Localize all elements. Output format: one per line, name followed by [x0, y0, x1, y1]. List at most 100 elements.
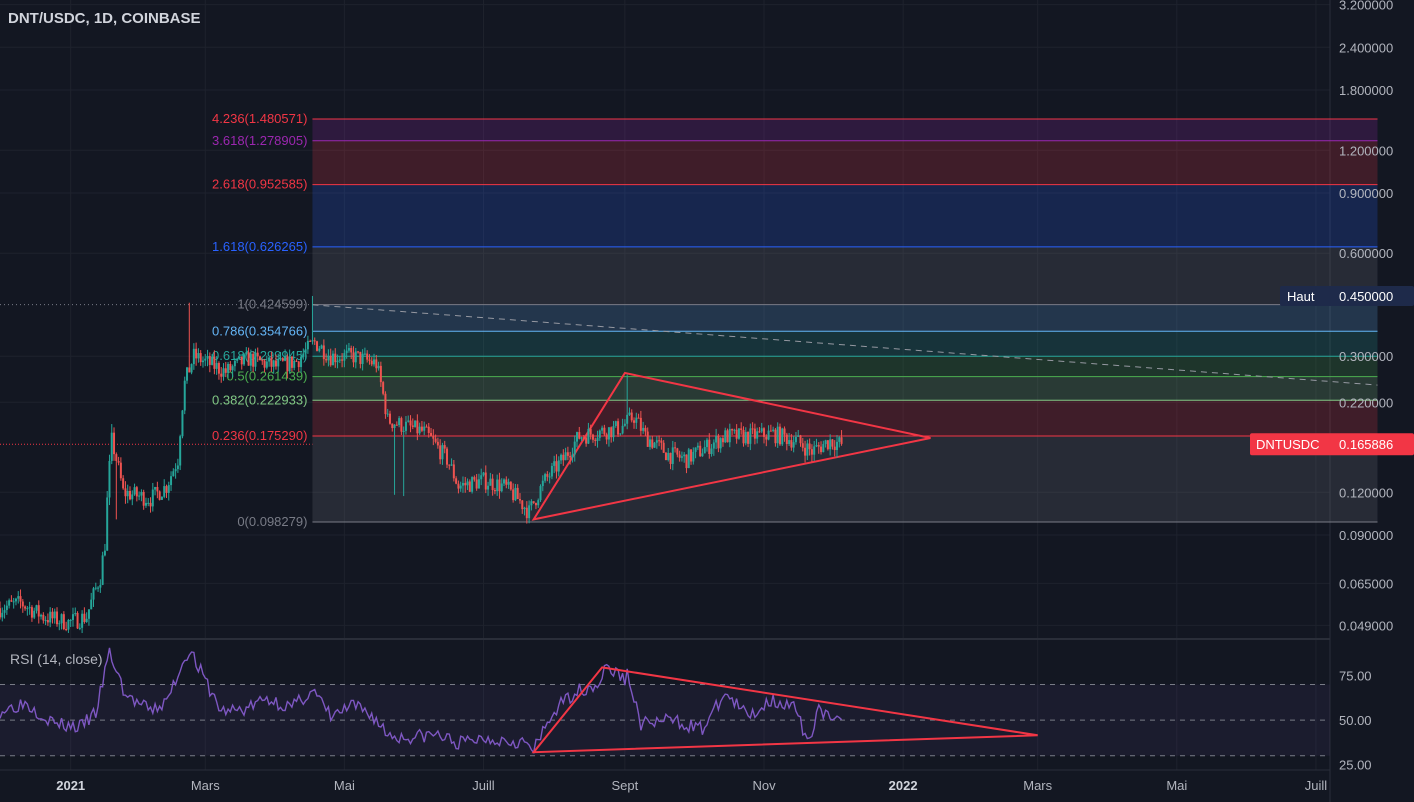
candle-body: [680, 456, 683, 458]
candle-body: [49, 611, 52, 623]
candle-body: [753, 428, 756, 439]
candle-body: [195, 348, 198, 359]
candle-body: [514, 487, 517, 501]
candle-body: [432, 436, 435, 439]
candle-body: [142, 491, 145, 506]
candle-body: [829, 439, 832, 450]
symbol-title[interactable]: DNT/USDC, 1D, COINBASE: [8, 10, 201, 27]
candle-body: [176, 465, 179, 470]
candle-body: [639, 417, 642, 431]
candle-body: [265, 361, 268, 368]
candle-body: [706, 439, 708, 448]
candle-body: [473, 477, 476, 480]
time-tick-label: Mars: [191, 778, 220, 793]
candle-body: [28, 607, 31, 609]
candle-body: [391, 423, 394, 428]
candle-body: [311, 340, 314, 342]
candle-body: [571, 454, 574, 458]
candle-body: [247, 352, 250, 366]
candle-body: [42, 614, 45, 621]
fib-zone: [312, 246, 1378, 305]
candle-body: [204, 358, 207, 361]
candle-body: [692, 451, 695, 462]
candle-body: [471, 477, 474, 492]
candle-body: [598, 430, 601, 438]
candle-body: [190, 364, 193, 373]
candle-body: [341, 359, 344, 361]
price-tick-label: 0.300000: [1339, 349, 1393, 364]
candle-body: [350, 348, 353, 353]
candle-body: [557, 460, 560, 472]
candle-body: [505, 479, 508, 485]
candle-body: [480, 475, 483, 480]
price-tick-label: 1.800000: [1339, 83, 1393, 98]
candle-body: [482, 472, 485, 476]
candle-body: [585, 437, 588, 444]
candle-body: [621, 425, 624, 434]
candle-body: [3, 610, 6, 613]
candle-body: [160, 496, 163, 500]
time-tick-label: Sept: [612, 778, 639, 793]
candle-body: [785, 434, 788, 444]
candle-body: [576, 432, 579, 442]
price-tick-label: 0.090000: [1339, 528, 1393, 543]
candle-body: [817, 445, 820, 447]
candle-body: [313, 340, 316, 342]
candle-body: [117, 460, 120, 463]
candle-body: [667, 452, 670, 461]
candle-body: [525, 507, 528, 519]
candle-body: [254, 352, 257, 367]
candle-body: [628, 412, 631, 415]
price-tick-label: 0.900000: [1339, 186, 1393, 201]
candle-body: [174, 469, 177, 472]
candle-body: [420, 426, 423, 431]
candle-body: [398, 418, 401, 425]
candle-body: [710, 448, 713, 454]
candle-body: [790, 440, 793, 448]
candle-body: [776, 426, 779, 444]
candle-body: [199, 353, 202, 363]
candle-body: [113, 432, 116, 455]
candle-body: [696, 445, 699, 448]
candle-body: [179, 436, 182, 466]
candle-body: [158, 491, 161, 500]
candle-body: [172, 471, 175, 477]
candle-body: [402, 430, 405, 432]
candle-body: [487, 485, 490, 490]
high-price-label: Haut: [1287, 289, 1315, 304]
price-tick-label: 0.600000: [1339, 246, 1393, 261]
candle-body: [12, 601, 15, 603]
candle-body: [329, 355, 332, 366]
candle-body: [366, 353, 369, 360]
candle-body: [430, 432, 433, 437]
candle-body: [820, 446, 823, 453]
candle-body: [115, 454, 118, 461]
candle-body: [532, 501, 535, 503]
candle-body: [671, 447, 674, 464]
price-tick-label: 0.220000: [1339, 395, 1393, 410]
rsi-indicator-label[interactable]: RSI (14, close): [10, 651, 103, 667]
candle-body: [343, 353, 346, 361]
rsi-pane: [0, 647, 1330, 757]
last-price-tag: [1250, 433, 1414, 456]
candle-body: [726, 430, 729, 443]
candle-body: [309, 340, 312, 342]
candle-body: [601, 427, 604, 431]
candle-body: [582, 437, 585, 439]
price-tick-label: 1.200000: [1339, 143, 1393, 158]
time-tick-label: 2021: [56, 778, 85, 793]
candle-body: [626, 414, 629, 424]
candle-body: [197, 353, 200, 359]
high-price-tag: [1280, 285, 1414, 306]
candle-body: [810, 449, 813, 455]
candle-body: [229, 363, 232, 371]
candle-body: [119, 462, 122, 479]
candle-body: [240, 356, 243, 365]
candle-body: [103, 550, 106, 556]
candle-body: [154, 487, 157, 490]
fib-level-label: 0.5(0.261439): [226, 369, 307, 384]
candle-body: [562, 454, 565, 461]
candle-body: [541, 480, 544, 487]
candle-body: [220, 373, 223, 377]
